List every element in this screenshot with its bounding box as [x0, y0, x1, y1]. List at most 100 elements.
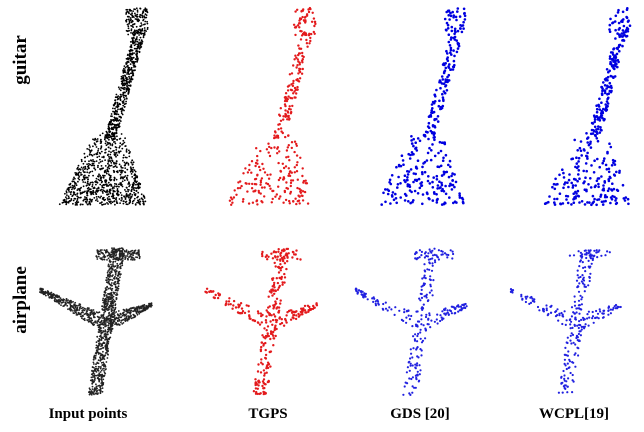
point [96, 386, 98, 388]
point [581, 296, 583, 298]
point [457, 42, 460, 45]
point [118, 151, 120, 153]
point [96, 141, 98, 143]
point-cloud [380, 7, 466, 206]
point [257, 370, 259, 372]
point [397, 176, 400, 179]
point [125, 191, 127, 193]
point [298, 19, 300, 21]
point [66, 300, 68, 302]
point [129, 253, 131, 255]
point [417, 192, 420, 195]
point [547, 201, 550, 204]
point [290, 111, 292, 113]
point [112, 269, 114, 271]
point [265, 335, 267, 337]
point [116, 132, 118, 134]
point [101, 160, 103, 162]
point [417, 159, 420, 162]
point [248, 183, 250, 185]
point [578, 330, 580, 332]
point [76, 314, 78, 316]
point [421, 289, 423, 291]
point [614, 305, 616, 307]
point [399, 182, 402, 185]
point [112, 150, 114, 152]
point [276, 277, 278, 279]
point [137, 250, 139, 252]
point [265, 321, 267, 323]
point [554, 311, 556, 313]
point [375, 303, 377, 305]
point [548, 195, 551, 198]
point [263, 369, 265, 371]
point [610, 91, 613, 94]
point [432, 176, 435, 179]
point [143, 19, 145, 21]
point [593, 198, 596, 201]
point [263, 327, 265, 329]
point [440, 107, 443, 110]
point [118, 105, 120, 107]
point [295, 26, 297, 28]
point [97, 138, 99, 140]
point [297, 54, 299, 56]
point [421, 349, 423, 351]
point [135, 66, 137, 68]
point [529, 297, 531, 299]
point [233, 196, 235, 198]
point [79, 313, 81, 315]
point [113, 170, 115, 172]
point [87, 156, 89, 158]
point [122, 95, 124, 97]
point [111, 249, 113, 251]
point [461, 197, 464, 200]
point [256, 155, 258, 157]
point [95, 387, 97, 389]
point [457, 311, 459, 313]
point [568, 179, 571, 182]
point [67, 308, 69, 310]
point [618, 34, 621, 37]
point [114, 119, 116, 121]
point [277, 135, 279, 137]
point [299, 202, 301, 204]
point [120, 184, 122, 186]
point [141, 198, 143, 200]
point [104, 329, 106, 331]
point [435, 193, 438, 196]
point [277, 282, 279, 284]
point [280, 107, 282, 109]
point [404, 385, 406, 387]
point [125, 198, 127, 200]
point [459, 27, 462, 30]
point [427, 175, 430, 178]
point [451, 312, 453, 314]
point [282, 202, 284, 204]
point [134, 14, 136, 16]
point [588, 317, 590, 319]
point [587, 284, 589, 286]
point [118, 191, 120, 193]
point [414, 257, 416, 259]
point [110, 332, 112, 334]
point [77, 201, 79, 203]
point [607, 97, 610, 100]
point [260, 312, 262, 314]
point-clouds [39, 7, 631, 396]
point [384, 201, 387, 204]
point [462, 27, 465, 30]
point [262, 363, 264, 365]
point [444, 202, 447, 205]
point [280, 269, 282, 271]
point [254, 190, 256, 192]
point [580, 298, 582, 300]
point [416, 335, 418, 337]
point [577, 354, 579, 356]
point [613, 173, 616, 176]
point [270, 253, 272, 255]
point [449, 12, 452, 15]
point [111, 330, 113, 332]
point [282, 178, 284, 180]
point [136, 36, 138, 38]
